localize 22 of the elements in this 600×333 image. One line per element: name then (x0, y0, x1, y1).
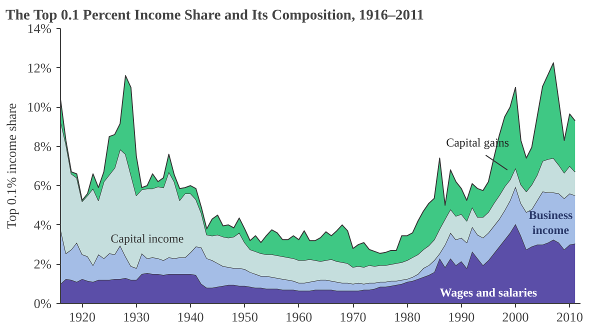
x-tick-label: 2000 (502, 310, 530, 324)
y-tick-label: 8% (34, 138, 52, 154)
series-label: Wages and salaries (440, 286, 538, 300)
x-tick-label: 1950 (231, 310, 258, 324)
chart-title: The Top 0.1 Percent Income Share and Its Composition, 1916–2011 (6, 8, 424, 24)
x-tick-label: 1990 (448, 310, 475, 324)
y-tick-label: 0% (34, 296, 52, 311)
y-axis-title: Top 0.1% income share (4, 103, 20, 229)
y-tick-label: 6% (34, 178, 52, 194)
series-label: Business income (528, 208, 574, 237)
x-tick-label: 1970 (340, 310, 367, 324)
x-tick-label: 1960 (286, 310, 312, 324)
x-tick-label: 1930 (123, 310, 150, 324)
y-tick-label: 2% (34, 256, 52, 272)
y-tick-label: 12% (27, 60, 52, 76)
x-tick-label: 2010 (556, 310, 584, 324)
series-label: Capital income (110, 232, 184, 246)
x-tick-label: 1920 (68, 310, 96, 324)
x-tick-label: 1940 (177, 310, 204, 324)
y-tick-label: 10% (27, 100, 52, 115)
y-tick-label: 4% (34, 217, 52, 232)
x-tick-label: 1980 (394, 310, 421, 324)
